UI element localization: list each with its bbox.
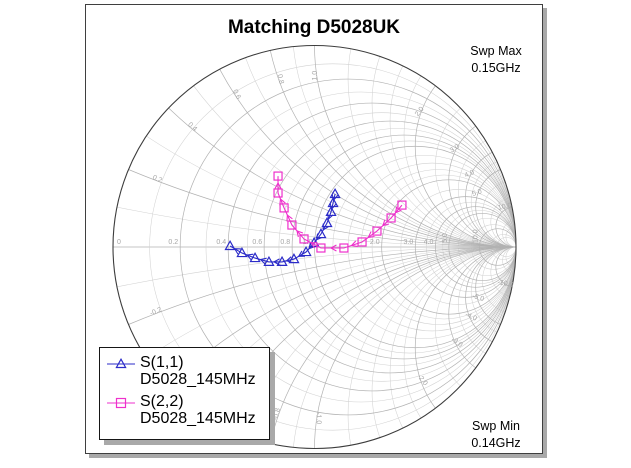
svg-text:0.2: 0.2	[168, 239, 178, 246]
legend-item-s11[interactable]: S(1,1) D5028_145MHz	[104, 354, 267, 388]
svg-text:0.8: 0.8	[280, 239, 290, 246]
svg-text:5.0: 5.0	[471, 188, 483, 198]
svg-text:-4.0: -4.0	[464, 311, 478, 322]
svg-text:2.0: 2.0	[414, 106, 426, 118]
swp-max-label: Swp Max	[470, 44, 522, 58]
swp-min-label: Swp Min	[472, 419, 520, 433]
svg-text:10.0: 10.0	[497, 202, 512, 212]
svg-text:-0.8: -0.8	[273, 407, 282, 420]
legend-label: S(2,2)	[140, 393, 184, 410]
svg-text:-10.0: -10.0	[497, 279, 514, 289]
triangle-marker-icon	[107, 357, 135, 369]
swp-max-value: 0.15GHz	[471, 61, 521, 76]
svg-text:0.2: 0.2	[151, 174, 163, 184]
graph-title: Matching D5028UK	[227, 17, 401, 38]
sweep-min-annotation: Swp Min 0.14GHz	[421, 418, 571, 453]
svg-text:3.0: 3.0	[404, 239, 414, 246]
svg-text:4.0: 4.0	[464, 169, 476, 179]
svg-text:0.6: 0.6	[231, 89, 242, 101]
svg-text:-2.0: -2.0	[416, 373, 429, 387]
swp-min-value: 0.14GHz	[471, 436, 521, 451]
svg-text:0.4: 0.4	[216, 239, 226, 246]
svg-text:10.0: 10.0	[472, 229, 479, 243]
svg-text:-5.0: -5.0	[471, 293, 485, 303]
svg-text:-1.0: -1.0	[315, 412, 322, 424]
svg-text:4.0: 4.0	[424, 239, 434, 246]
legend-sublabel: D5028_145MHz	[140, 371, 256, 388]
smith-chart: 0 0.2 0.4 0.6 0.8 1.0 2.0 3.0 4.0 5.0 10.0 0.2 0.4 0.…	[112, 44, 517, 450]
square-marker-icon	[107, 397, 135, 409]
legend-label: S(1,1)	[140, 354, 184, 371]
legend-sublabel: D5028_145MHz	[140, 410, 256, 427]
svg-text:-3.0: -3.0	[450, 336, 464, 349]
svg-text:2.0: 2.0	[370, 239, 380, 246]
svg-text:0.4: 0.4	[186, 121, 198, 133]
svg-text:-0.2: -0.2	[149, 306, 163, 317]
svg-text:0.8: 0.8	[276, 74, 285, 85]
svg-text:1.0: 1.0	[312, 71, 319, 81]
trace-s22[interactable]	[273, 171, 407, 253]
svg-text:0: 0	[117, 239, 121, 246]
legend-item-s22[interactable]: S(2,2) D5028_145MHz	[104, 393, 267, 427]
svg-text:0.6: 0.6	[252, 239, 262, 246]
graph-window: 0 0.2 0.4 0.6 0.8 1.0 2.0 3.0 4.0 5.0 10.0 0.2 0.4 0.…	[85, 4, 543, 454]
trace-s11[interactable]	[224, 187, 341, 267]
svg-text:5.0: 5.0	[442, 233, 449, 243]
sweep-max-annotation: Swp Max 0.15GHz	[421, 43, 571, 78]
legend: S(1,1) D5028_145MHz S(2,2) D5028_145MHz	[99, 347, 270, 440]
svg-text:3.0: 3.0	[449, 143, 461, 154]
